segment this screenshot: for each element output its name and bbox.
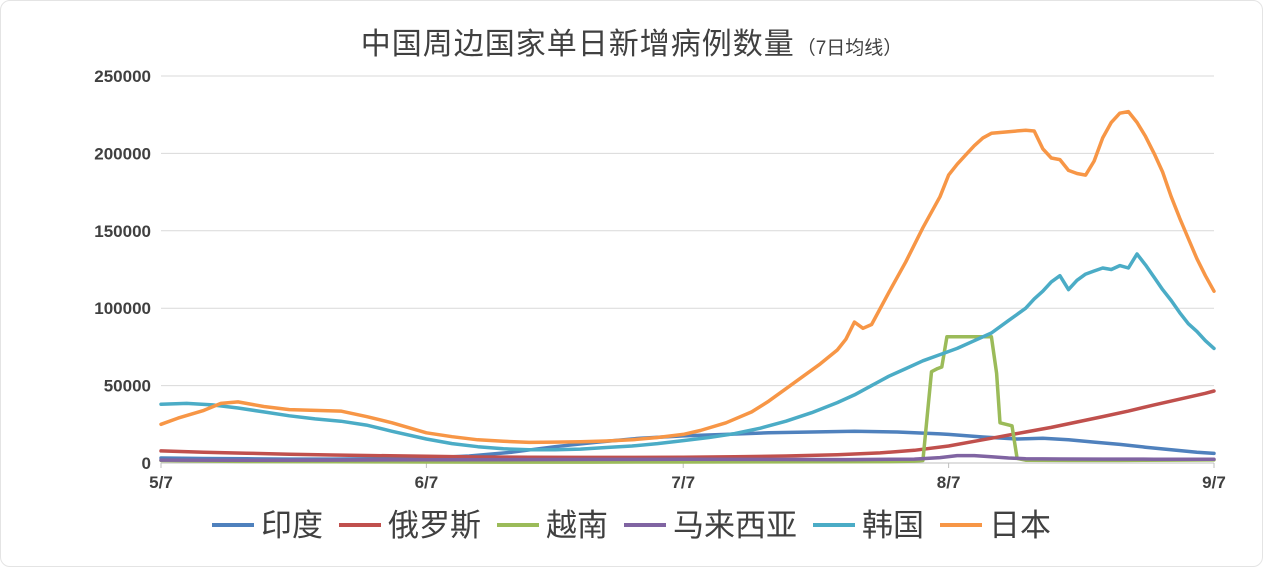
legend-swatch-india [212,523,254,527]
x-tick-label: 7/7 [671,473,695,492]
legend-label-malaysia: 马来西亚 [673,507,797,543]
legend-item-malaysia: 马来西亚 [624,510,797,541]
y-tick-label: 150000 [94,222,151,241]
y-tick-label: 100000 [94,299,151,318]
legend-label-japan: 日本 [989,507,1051,543]
legend-swatch-south-korea [813,523,855,527]
legend-label-india: 印度 [261,507,323,543]
legend-label-south-korea: 韩国 [862,507,924,543]
series-line-malaysia [159,453,1216,462]
legend-item-india: 印度 [212,510,323,541]
x-tick-label: 6/7 [415,473,439,492]
legend-item-russia: 俄罗斯 [339,510,481,541]
series-line-south-korea [159,252,1216,452]
chart-title-text: 中国周边国家单日新增病例数量 [360,28,795,61]
legend-swatch-malaysia [624,523,666,527]
y-tick-label: 0 [142,454,151,473]
legend-label-vietnam: 越南 [546,507,608,543]
legend-item-vietnam: 越南 [497,510,608,541]
legend-item-south-korea: 韩国 [813,510,924,541]
y-tick-label: 200000 [94,144,151,163]
chart-subtitle-text: （7日均线） [796,38,903,59]
plot-area: 0 50000 100000 150000 200000 250000 5/7 6/7 7/7 8… [94,67,1226,492]
series-line-japan [159,109,1216,445]
chart-title: 中国周边国家单日新增病例数量 （7日均线） [1,19,1262,63]
y-tick-label: 50000 [104,377,151,396]
x-tick-label: 9/7 [1202,473,1226,492]
x-tick-label: 5/7 [149,473,173,492]
legend-label-russia: 俄罗斯 [388,507,481,543]
legend-item-japan: 日本 [940,510,1051,541]
series-line-vietnam [159,335,1216,464]
series-line-russia [159,389,1216,460]
legend: 印度 俄罗斯 越南 马来西亚 韩国 日本 [1,497,1262,553]
legend-swatch-vietnam [497,523,539,527]
legend-swatch-russia [339,523,381,527]
x-tick-label: 8/7 [937,473,961,492]
y-tick-label: 250000 [94,67,151,86]
legend-swatch-japan [940,523,982,527]
